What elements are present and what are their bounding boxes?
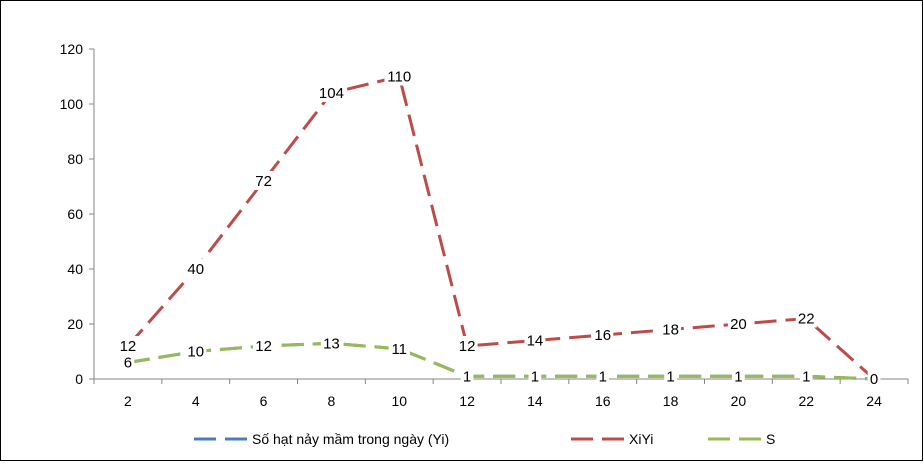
x-tick-label: 18: [663, 393, 679, 409]
y-tick-label: 20: [67, 316, 83, 332]
series-line: [126, 75, 876, 381]
data-label: 110: [387, 69, 411, 86]
data-label: 22: [798, 311, 815, 328]
legend-label: XiYi: [629, 431, 653, 447]
data-label: 12: [255, 338, 272, 355]
x-tick-label: 6: [260, 393, 268, 409]
data-label: 12: [120, 338, 137, 355]
data-label-bg: [460, 366, 474, 386]
data-label-bg: [253, 336, 275, 355]
data-label: 0: [870, 371, 878, 388]
data-label: 1: [802, 368, 810, 385]
data-label: 16: [594, 327, 611, 344]
y-tick-label: 100: [60, 96, 84, 112]
data-label: 13: [323, 335, 340, 352]
data-label: 14: [527, 333, 544, 350]
x-tick-label: 4: [192, 393, 200, 409]
data-label-bg: [456, 336, 478, 355]
data-label-bg: [596, 366, 609, 386]
data-label-bg: [384, 66, 414, 86]
data-label-bg: [867, 369, 881, 388]
series-line: [127, 341, 875, 381]
data-label-bg: [185, 341, 207, 361]
data-label-bg: [117, 336, 139, 355]
y-tick-label: 60: [67, 206, 83, 222]
data-label: 40: [187, 261, 204, 278]
data-label-bg: [727, 314, 749, 333]
data-label-bg: [664, 366, 677, 386]
data-label: 104: [319, 85, 344, 102]
series-lines: [126, 75, 876, 381]
data-label: 1: [666, 368, 674, 385]
data-label-bg: [185, 259, 207, 278]
x-tick-label: 20: [731, 393, 747, 409]
data-label-bg: [528, 366, 542, 386]
x-tick-label: 22: [798, 393, 814, 409]
x-tick-label: 2: [124, 393, 132, 409]
data-label: 1: [734, 368, 742, 385]
x-tick-label: 8: [328, 393, 336, 409]
data-label-bg: [524, 330, 546, 350]
x-tick-label: 12: [459, 393, 475, 409]
legend: Số hạt nảy mầm trong ngày (Yi) XiYi S: [194, 431, 775, 447]
data-label: 72: [255, 173, 272, 190]
data-labels: 6101213111111110124072104110121416182022…: [117, 66, 881, 388]
data-label: 6: [124, 355, 132, 372]
data-label-bg: [660, 319, 682, 339]
data-label: 1: [463, 368, 471, 385]
data-label-bg: [795, 308, 817, 328]
data-label: 1: [531, 368, 539, 385]
x-tick-label: 10: [391, 393, 407, 409]
data-label-bg: [388, 338, 410, 358]
data-label-bg: [732, 366, 745, 386]
y-tick-label: 0: [75, 371, 83, 387]
data-label: 11: [391, 341, 407, 358]
x-tick-label: 24: [866, 393, 882, 409]
data-label: 12: [459, 338, 476, 355]
y-tick-label: 40: [67, 261, 83, 277]
data-label: 1: [599, 368, 607, 385]
data-label-bg: [316, 83, 347, 102]
data-label: 18: [662, 322, 679, 339]
data-label-bg: [320, 333, 342, 353]
y-tick-label: 120: [60, 41, 84, 57]
data-label-bg: [592, 325, 614, 344]
data-label: 20: [730, 316, 747, 333]
data-label-bg: [800, 366, 813, 386]
data-label: 10: [187, 344, 204, 361]
y-tick-label: 80: [67, 151, 83, 167]
x-tick-label: 14: [527, 393, 543, 409]
data-label-bg: [121, 352, 135, 372]
data-label-bg: [253, 171, 275, 190]
legend-label: Số hạt nảy mầm trong ngày (Yi): [252, 431, 449, 447]
legend-label: S: [766, 431, 775, 447]
x-tick-label: 16: [595, 393, 611, 409]
